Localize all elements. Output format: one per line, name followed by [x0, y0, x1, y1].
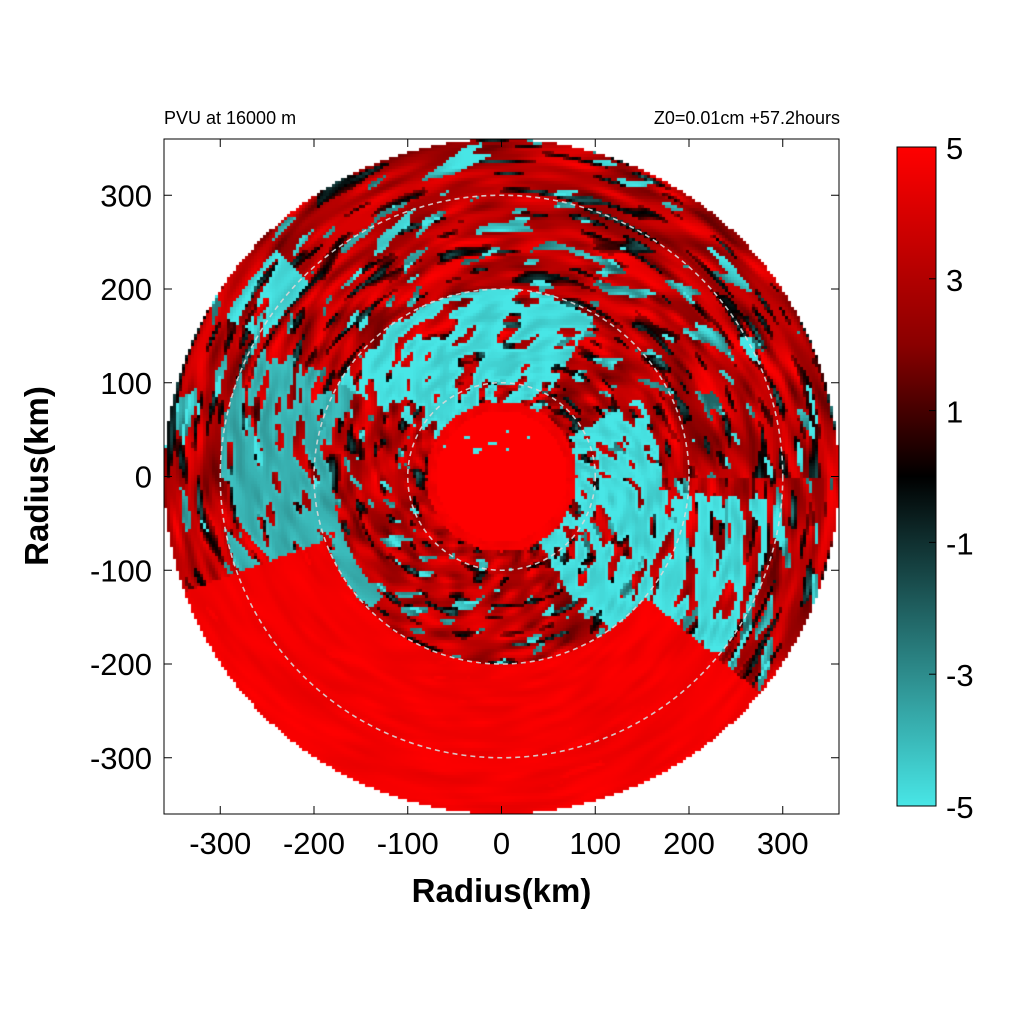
colorbar-tick-label: 3 — [946, 263, 963, 298]
reference-circle-100 — [406, 381, 597, 572]
colorbar — [896, 146, 937, 807]
x-tick-label: -100 — [377, 826, 439, 861]
y-axis-label: Radius(km) — [18, 386, 55, 566]
y-tick-label: 300 — [100, 178, 152, 213]
y-tick-label: 0 — [135, 460, 152, 495]
x-tick-label: 200 — [663, 826, 715, 861]
y-tick-label: 100 — [100, 366, 152, 401]
x-tick-label: 100 — [569, 826, 621, 861]
colorbar-tick-label: 5 — [946, 131, 963, 166]
x-axis-label: Radius(km) — [411, 872, 592, 909]
colorbar-tick-label: -3 — [946, 658, 974, 693]
chart-title-left: PVU at 16000 m — [164, 108, 297, 128]
x-tick-label: 0 — [493, 826, 510, 861]
colorbar-tick-label: -1 — [946, 526, 974, 561]
reference-circle-300 — [219, 194, 784, 759]
x-tick-label: 300 — [757, 826, 809, 861]
plot-frame — [163, 138, 840, 815]
colorbar-tick-label: 1 — [946, 395, 963, 430]
reference-circle-200 — [313, 288, 690, 665]
colorbar-tick-label: -5 — [946, 790, 974, 825]
y-tick-label: 200 — [100, 272, 152, 307]
pv-heatmap-canvas — [164, 139, 839, 814]
x-tick-label: -200 — [283, 826, 345, 861]
y-tick-label: -300 — [90, 741, 152, 776]
x-tick-label: -300 — [189, 826, 251, 861]
y-tick-label: -200 — [90, 647, 152, 682]
y-tick-label: -100 — [90, 553, 152, 588]
chart-title-right: Z0=0.01cm +57.2hours — [653, 108, 840, 128]
